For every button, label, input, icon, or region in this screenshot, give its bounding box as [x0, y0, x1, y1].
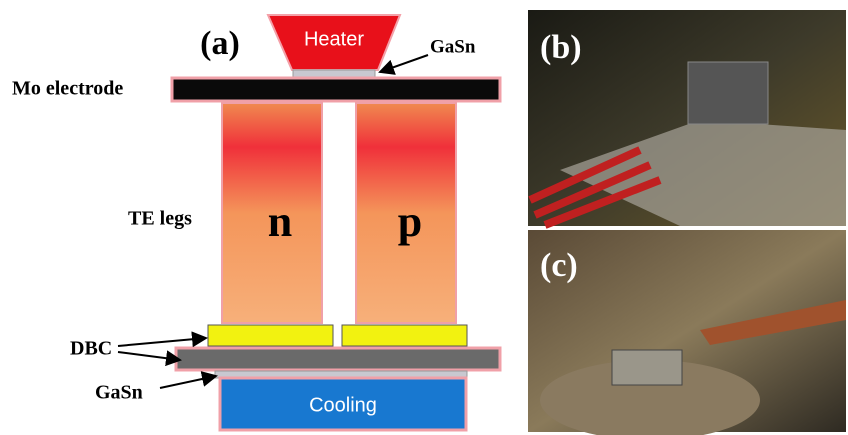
photo-detail: [688, 62, 768, 124]
electrode: [172, 78, 500, 101]
panel-a: Heater (a) GaSn Mo electrode n p TE legs…: [12, 15, 500, 430]
p-label: p: [398, 197, 422, 246]
solder-label: GaSn: [430, 36, 476, 57]
panel-b: (b): [528, 10, 846, 226]
panel-c: (c): [528, 230, 846, 435]
arrow: [160, 376, 216, 388]
n-label: n: [268, 197, 292, 246]
electrode-label: Mo electrode: [12, 78, 123, 100]
arrow: [118, 338, 206, 346]
photo-detail: [612, 350, 682, 385]
cooling-label: Cooling: [309, 394, 377, 416]
arrow: [380, 55, 428, 72]
figure: Heater (a) GaSn Mo electrode n p TE legs…: [0, 0, 848, 435]
dbc-plate: [176, 348, 500, 370]
panel-label: (b): [540, 29, 582, 66]
panel-label: (c): [540, 247, 578, 284]
dbc-pad: [208, 325, 333, 346]
legs-label: TE legs: [128, 208, 192, 230]
panel-label: (a): [200, 25, 240, 62]
solder-label: GaSn: [95, 382, 143, 404]
heater-label: Heater: [304, 28, 364, 50]
arrow: [118, 352, 180, 360]
dbc-pad: [342, 325, 467, 346]
top-solder: [293, 70, 375, 77]
dbc-label: DBC: [70, 338, 112, 360]
